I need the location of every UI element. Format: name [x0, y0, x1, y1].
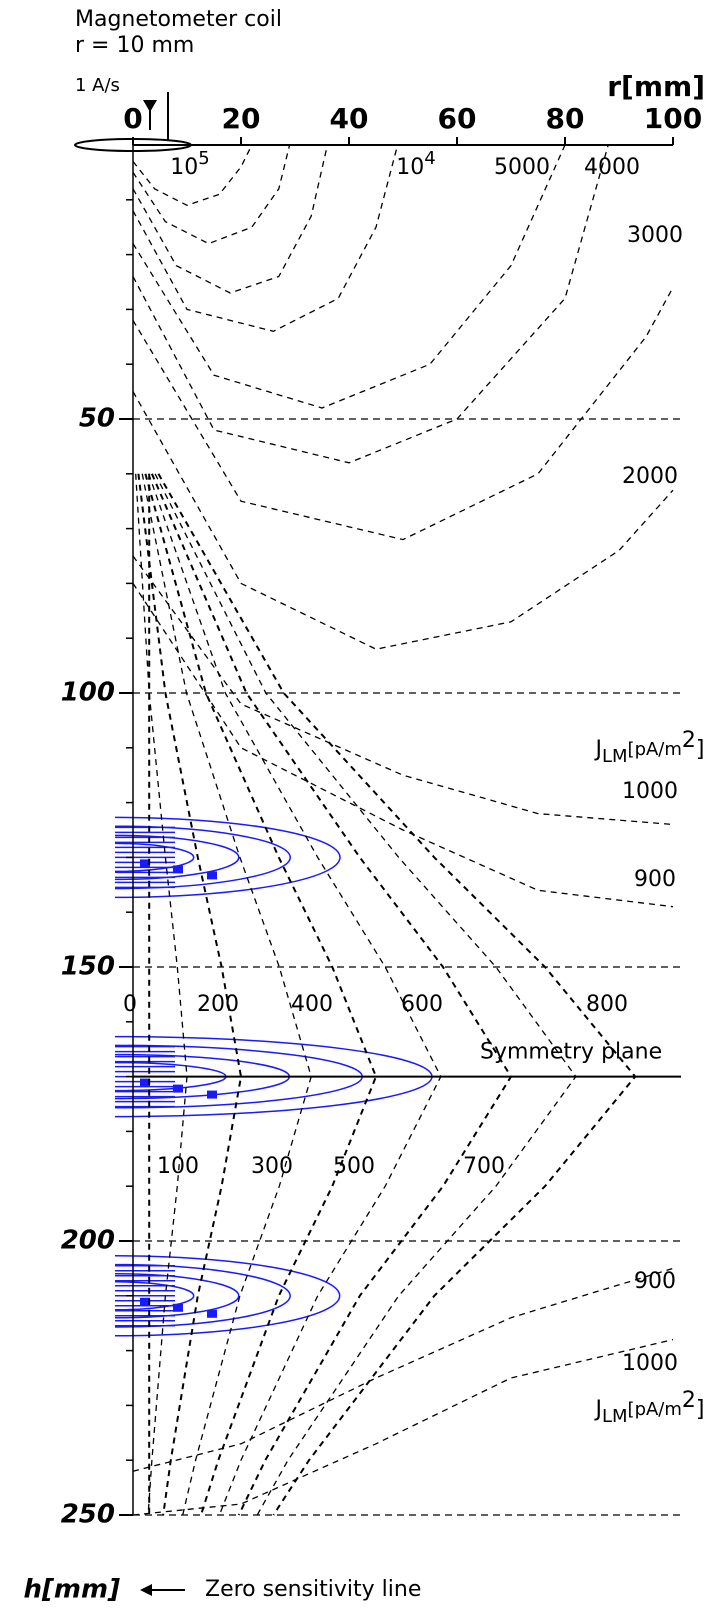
loop-arc [114, 1255, 341, 1337]
unit-sup: 2 [682, 728, 696, 753]
header-line: r = 10 mm [75, 33, 194, 58]
loop-dot [173, 1084, 183, 1093]
loop-arc [114, 1273, 240, 1319]
contour-label: 700 [463, 1154, 505, 1179]
contour-label: 900 [634, 867, 676, 892]
loop-dot [207, 1090, 217, 1099]
y-tick-label: 50 [79, 404, 115, 434]
loop-arc [114, 1263, 292, 1328]
x-tick-label: 80 [546, 102, 585, 135]
y-tick-label: 250 [61, 1500, 115, 1530]
loop-arc [114, 834, 240, 881]
loop-arc [114, 825, 292, 890]
contour-label-base: 10 [170, 155, 198, 180]
y-tick-label: 100 [61, 678, 115, 708]
x-tick-label: 40 [330, 102, 369, 135]
unit-end: ] [696, 737, 705, 762]
x-axis-label: r[mm] [607, 70, 705, 103]
unit-base: J [593, 1397, 602, 1422]
x-tick-label: 100 [644, 102, 702, 135]
contour-label-sup: 4 [424, 148, 435, 169]
loop-dot [173, 865, 183, 874]
contour-label: 4000 [584, 155, 640, 180]
contour-line [132, 144, 609, 464]
contour-line [141, 473, 312, 1516]
unit-label: JLM[pA/m2] [593, 1388, 704, 1427]
header-line: Magnetometer coil [75, 7, 282, 32]
unit-sub: LM [602, 746, 628, 767]
contour-line [132, 391, 674, 650]
contour-line [132, 555, 674, 826]
unit-unit: [pA/m [628, 739, 682, 760]
unit-label: JLM[pA/m2] [593, 728, 704, 767]
x-tick-label: 60 [438, 102, 477, 135]
contour-line [148, 473, 442, 1516]
contour-label-base: 10 [396, 155, 424, 180]
contour-label: 0 [123, 992, 137, 1017]
contour-label: 200 [197, 992, 239, 1017]
contour-label: 500 [333, 1154, 375, 1179]
unit-unit: [pA/m [628, 1399, 682, 1420]
contour-line [132, 144, 253, 207]
symmetry-plane-label: Symmetry plane [480, 1040, 662, 1065]
loop-dot [140, 1078, 150, 1087]
loop-arc [114, 816, 341, 899]
unit-end: ] [696, 1397, 705, 1422]
contour-line [154, 473, 577, 1516]
contour-line [132, 144, 399, 332]
contour-label: 3000 [627, 223, 683, 248]
loop-dot [140, 859, 150, 868]
arrow [140, 1584, 185, 1596]
contour-line [144, 473, 378, 1516]
y-axis-label: h[mm] [24, 1575, 121, 1605]
zero-line-label: Zero sensitivity line [205, 1577, 421, 1602]
contour-line [157, 473, 637, 1516]
contour-line [137, 473, 243, 1516]
x-tick-label: 20 [222, 102, 261, 135]
contour-label: 800 [586, 992, 628, 1017]
contour-line [132, 144, 329, 294]
contour-label: 400 [291, 992, 333, 1017]
contour-line [132, 144, 291, 245]
contour-label: 100 [157, 1154, 199, 1179]
loop-dot [173, 1303, 183, 1312]
contour-line [132, 144, 566, 409]
unit-sup: 2 [682, 1388, 696, 1413]
loop-arc [114, 1281, 195, 1311]
contour-line [132, 1267, 674, 1472]
loop-dot [207, 871, 217, 880]
contour-label: 5000 [494, 155, 550, 180]
contour-label: 1000 [622, 779, 678, 804]
x-tick-label: 0 [123, 102, 142, 135]
contour-label-sup: 5 [198, 148, 209, 169]
contour-line [135, 473, 188, 1516]
contour-label: 600 [401, 992, 443, 1017]
y-tick-label: 200 [61, 1226, 115, 1256]
y-tick-label: 150 [61, 952, 115, 982]
unit-base: J [593, 737, 602, 762]
unit-sub: LM [602, 1406, 628, 1427]
loop-dot [140, 1297, 150, 1306]
contour-line [132, 583, 674, 908]
contour-line [150, 473, 513, 1516]
loop-dot [207, 1309, 217, 1318]
contour-line [132, 287, 674, 541]
contour-label: 2000 [622, 464, 678, 489]
contour-label: 104 [396, 148, 435, 180]
contour-label: 300 [251, 1154, 293, 1179]
contour-line [132, 1338, 674, 1516]
header-line: 1 A/s [75, 75, 120, 96]
contour-label: 105 [170, 148, 209, 180]
contour-label: 1000 [622, 1351, 678, 1376]
contour-label: 900 [634, 1269, 676, 1294]
